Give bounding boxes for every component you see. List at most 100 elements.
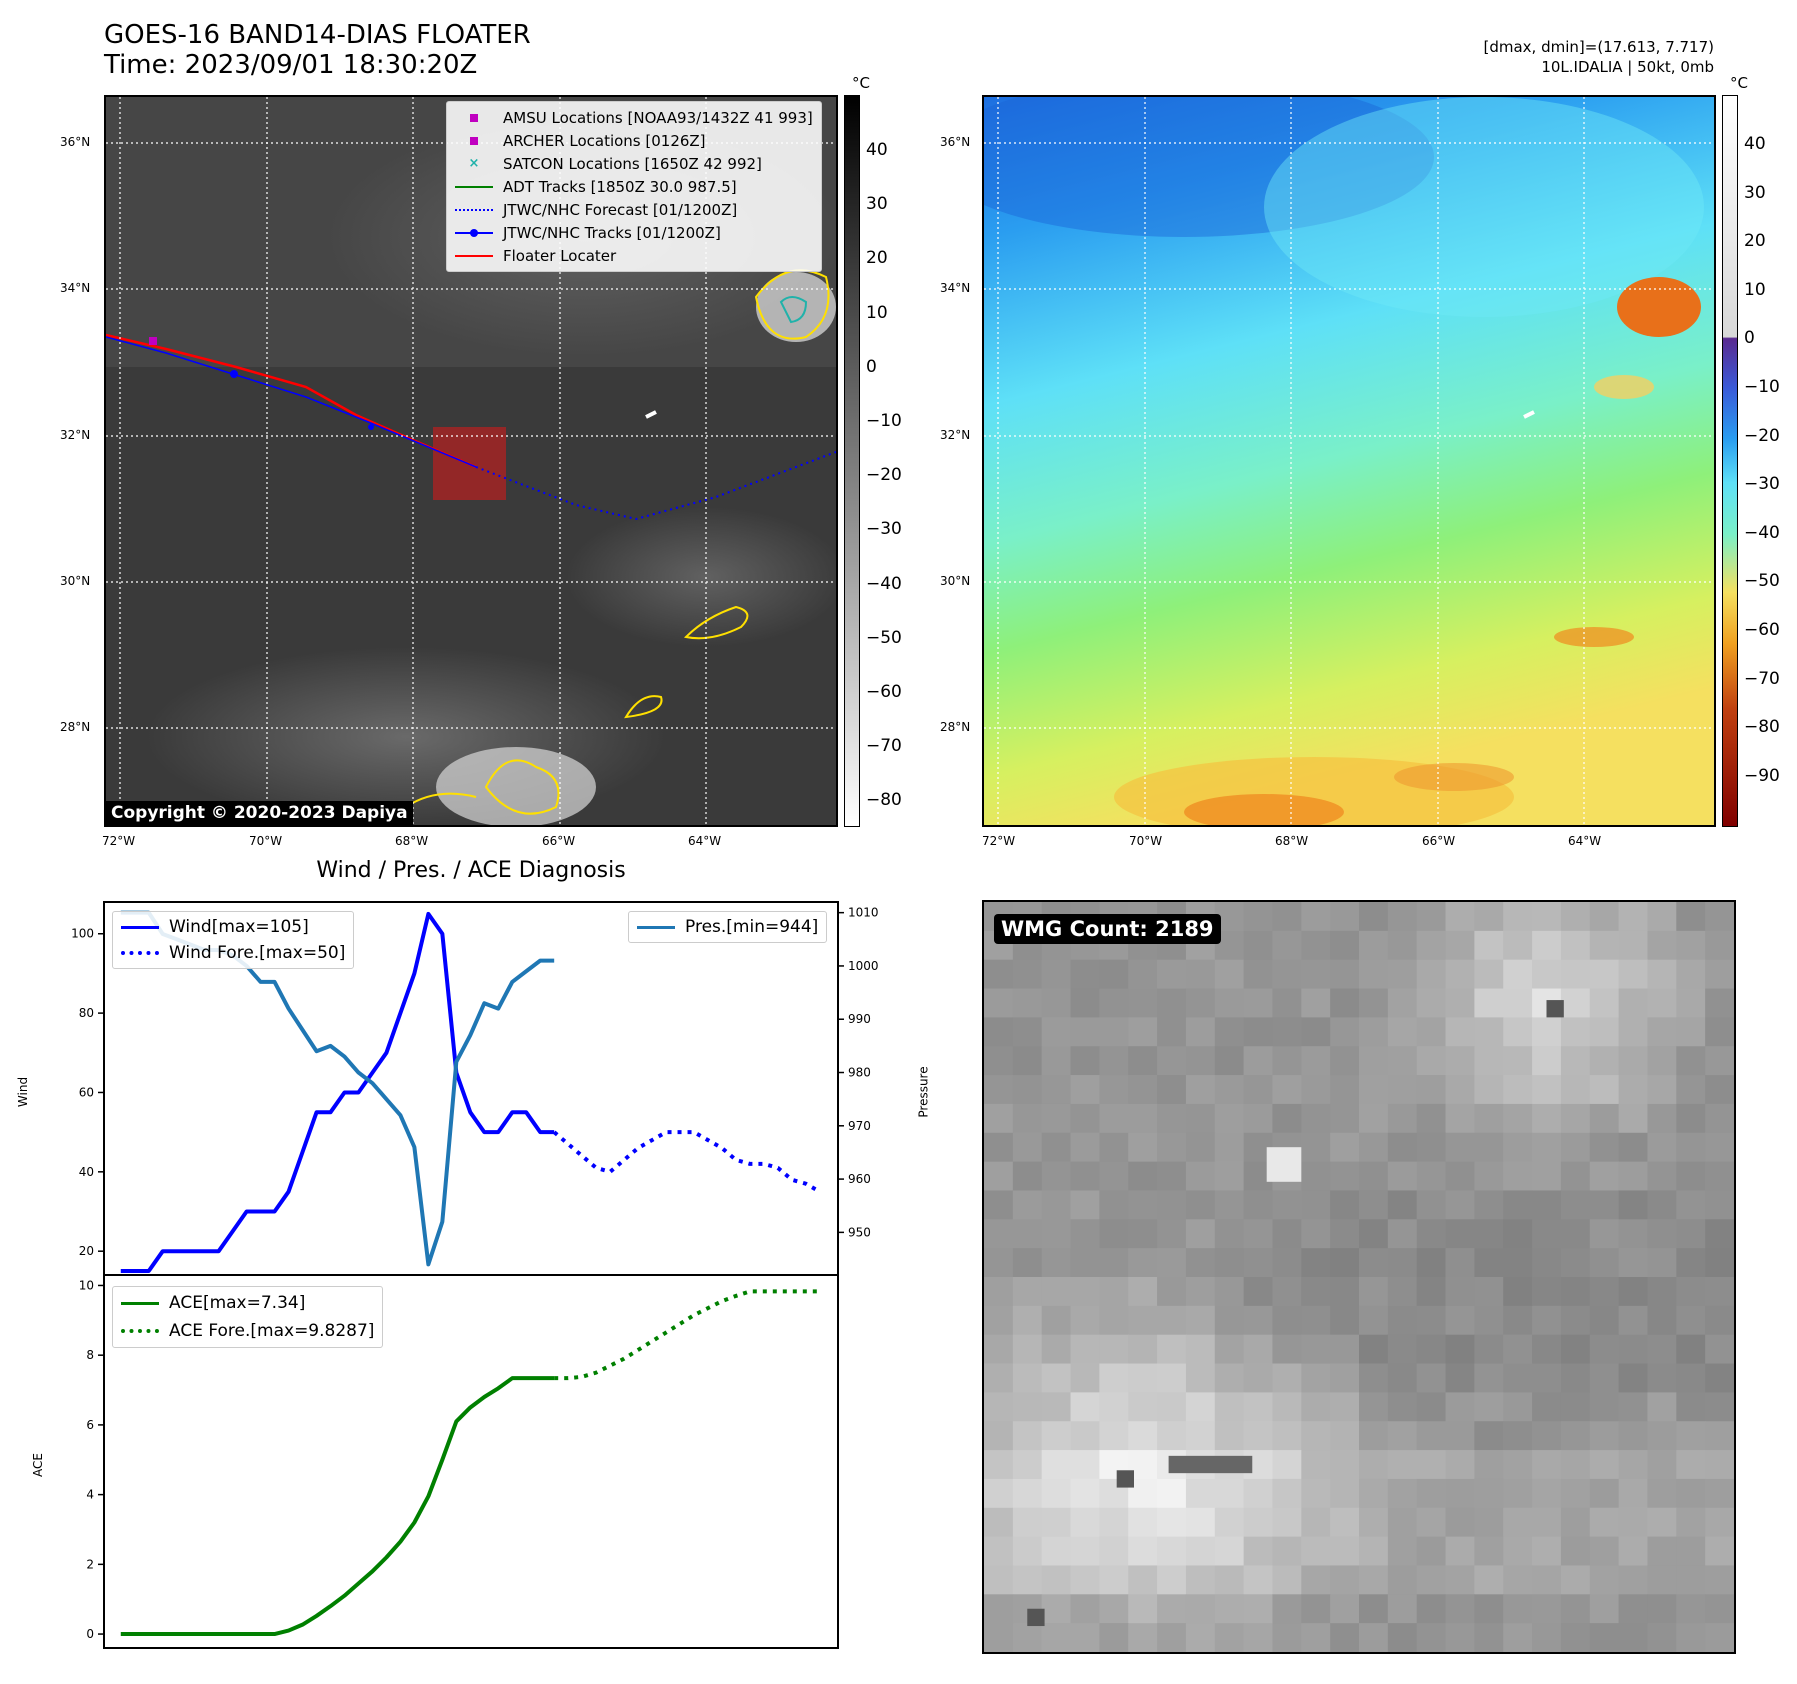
colorbar-tick-label: 20: [1744, 231, 1766, 252]
storm-label: 10L.IDALIA | 50kt, 0mb: [1541, 58, 1714, 76]
colorbar-tick-label: 30: [866, 194, 888, 215]
y2-tick-label: 970: [848, 1119, 871, 1133]
y2-tick-label: 1010: [848, 906, 879, 920]
diag-chart-svg: 20 40 60 80 100 950 960 970 980 990 1000 1010 0 2 4 6 8…: [71, 901, 879, 1649]
colorbar-tick-label: −20: [866, 465, 902, 486]
colorbar-tick-label: −50: [1744, 571, 1780, 592]
colorbar-tick-label: 0: [1744, 328, 1755, 349]
legend-x-icon: ×: [468, 155, 480, 171]
lon-label: 68°W: [1275, 834, 1309, 848]
ir-color-map: [982, 95, 1716, 827]
color-colorbar: [1722, 95, 1738, 827]
colorbar-tick-label: 0: [866, 356, 877, 377]
colorbar-tick-label: −70: [866, 736, 902, 757]
colorbar-tick-label: −80: [866, 790, 902, 811]
colorbar-tick-label: −40: [866, 573, 902, 594]
legend-line-dot-icon: [455, 227, 493, 239]
colorbar-tick-label: −90: [1744, 765, 1780, 786]
diag-title: Wind / Pres. / ACE Diagnosis: [316, 858, 626, 883]
y-tick-label: 2: [86, 1557, 94, 1571]
legend-line-icon: [455, 250, 493, 262]
gray-colorbar-unit: °C: [852, 74, 870, 92]
colorbar-tick-label: −30: [1744, 474, 1780, 495]
wind-legend: Wind[max=105] Wind Fore.[max=50]: [112, 911, 355, 969]
colorbar-tick-label: −10: [866, 411, 902, 431]
legend-item-archer: ARCHER Locations [0126Z]: [455, 129, 813, 152]
lon-label: 66°W: [542, 834, 576, 848]
wind-axis-label: Wind: [16, 1076, 31, 1108]
legend-dotted-icon: [455, 204, 493, 216]
colorbar-tick-label: −30: [866, 519, 902, 540]
lat-label: 32°N: [60, 428, 91, 442]
lon-label: 70°W: [249, 834, 283, 848]
copyright-label: Copyright © 2020-2023 Dapiya: [106, 801, 413, 825]
colorbar-tick-label: −60: [866, 682, 902, 702]
y2-tick-label: 960: [848, 1172, 871, 1186]
legend-square-icon: [455, 112, 493, 124]
legend-item-satcon: × SATCON Locations [1650Z 42 992]: [455, 152, 813, 175]
ir-gray-map: Copyright © 2020-2023 Dapiya AMSU Locati…: [104, 95, 838, 827]
legend-item-ace-fore: ACE Fore.[max=9.8287]: [121, 1317, 374, 1345]
colorbar-tick-label: −10: [1744, 377, 1780, 397]
y2-tick-label: 950: [848, 1225, 871, 1239]
ir-color-map-svg: [984, 97, 1714, 825]
lon-label: 70°W: [1129, 834, 1163, 848]
wmg-panel: WMG Count: 2189: [982, 900, 1736, 1654]
lat-label: 28°N: [940, 720, 971, 734]
colorbar-tick-label: −80: [1744, 717, 1780, 738]
ace-chart: 0 2 4 6 8 10: [79, 1274, 839, 1649]
legend-dotted-icon: [121, 1325, 159, 1337]
colorbar-tick-label: 10: [866, 302, 888, 323]
legend-line-icon: [121, 921, 159, 933]
series-line-wind-fore: [552, 1130, 821, 1194]
legend-dotted-icon: [121, 947, 159, 959]
colorbar-tick-label: −60: [1744, 620, 1780, 640]
colorbar-tick-label: 30: [1744, 182, 1766, 203]
lat-label: 34°N: [940, 281, 971, 295]
chart-frame: [103, 1274, 839, 1649]
pressure-legend: Pres.[min=944]: [628, 911, 828, 943]
lat-label: 30°N: [940, 574, 971, 588]
lon-label: 64°W: [688, 834, 722, 848]
lon-label: 68°W: [395, 834, 429, 848]
y2-tick-label: 990: [848, 1012, 871, 1026]
legend-item-wind-fore: Wind Fore.[max=50]: [121, 940, 345, 966]
y2-tick-label: 1000: [848, 959, 879, 973]
y-tick-label: 80: [79, 1006, 94, 1020]
legend-item-adt: ADT Tracks [1850Z 30.0 987.5]: [455, 175, 813, 198]
map-legend: AMSU Locations [NOAA93/1432Z 41 993] ARC…: [446, 101, 822, 272]
y-tick-label: 100: [71, 927, 94, 941]
legend-item-ace: ACE[max=7.34]: [121, 1289, 374, 1317]
ace-legend: ACE[max=7.34] ACE Fore.[max=9.8287]: [112, 1286, 384, 1348]
colorbar-tick-label: −70: [1744, 668, 1780, 689]
y2-tick-label: 980: [848, 1066, 871, 1080]
legend-item-tracks: JTWC/NHC Tracks [01/1200Z]: [455, 221, 813, 244]
lat-label: 36°N: [60, 135, 91, 149]
y-tick-label: 40: [79, 1165, 94, 1179]
y-tick-label: 4: [86, 1488, 94, 1502]
series-line-ace-fore: [554, 1289, 820, 1381]
lat-label: 36°N: [940, 135, 971, 149]
lat-label: 30°N: [60, 574, 91, 588]
legend-square-icon: [455, 135, 493, 147]
colorbar-tick-label: 40: [1744, 134, 1766, 154]
series-line-ace: [120, 1376, 555, 1637]
y-tick-label: 60: [79, 1085, 94, 1099]
lon-label: 72°W: [102, 834, 136, 848]
legend-item-wind: Wind[max=105]: [121, 914, 345, 940]
legend-item-forecast: JTWC/NHC Forecast [01/1200Z]: [455, 198, 813, 221]
lat-label: 34°N: [60, 281, 91, 295]
legend-item-floater: Floater Locater: [455, 244, 813, 267]
colorbar-tick-label: −40: [1744, 522, 1780, 543]
lon-label: 66°W: [1422, 834, 1456, 848]
gray-colorbar: [844, 95, 860, 827]
y-tick-label: 6: [86, 1418, 94, 1432]
lon-label: 64°W: [1568, 834, 1602, 848]
legend-item-pressure: Pres.[min=944]: [637, 914, 818, 940]
colorbar-tick-label: 40: [866, 140, 888, 160]
colorbar-tick-label: 20: [866, 248, 888, 269]
lat-label: 28°N: [60, 720, 91, 734]
y-tick-label: 0: [86, 1627, 94, 1641]
legend-line-icon: [455, 181, 493, 193]
legend-item-amsu: AMSU Locations [NOAA93/1432Z 41 993]: [455, 106, 813, 129]
